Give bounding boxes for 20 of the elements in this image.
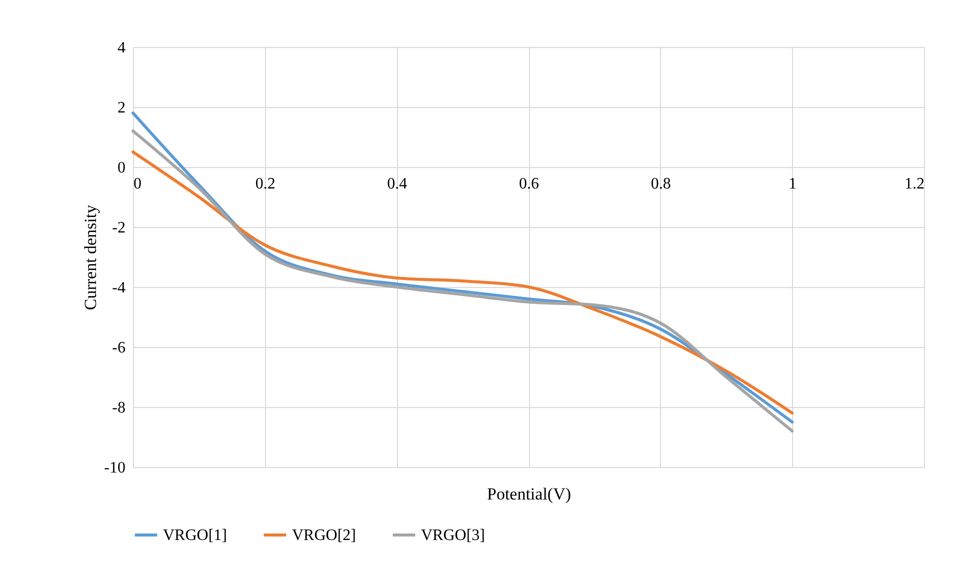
x-tick-label: 1	[788, 176, 797, 192]
y-tick-label: -2	[112, 220, 126, 236]
legend-label: VRGO[3]	[421, 527, 485, 544]
x-tick-label: 0.4	[387, 176, 408, 192]
y-axis-title: Current density	[81, 204, 100, 310]
y-tick-label: 2	[118, 100, 126, 116]
x-tick-label: 0.8	[650, 176, 671, 192]
x-tick-label: 0	[134, 176, 142, 192]
y-tick-label: 0	[118, 160, 126, 176]
y-tick-label: -6	[112, 340, 126, 356]
y-tick-label: -10	[104, 460, 126, 476]
y-tick-label: -8	[112, 400, 126, 416]
y-tick-label: -4	[112, 280, 126, 296]
legend-label: VRGO[1]	[163, 527, 227, 544]
x-tick-label: 1.2	[904, 176, 924, 192]
x-axis-title: Potential(V)	[486, 484, 572, 504]
x-tick-label: 0.6	[519, 176, 539, 192]
x-tick-label: 0.2	[255, 176, 276, 192]
legend-label: VRGO[2]	[292, 527, 356, 544]
y-tick-label: 4	[118, 40, 126, 56]
